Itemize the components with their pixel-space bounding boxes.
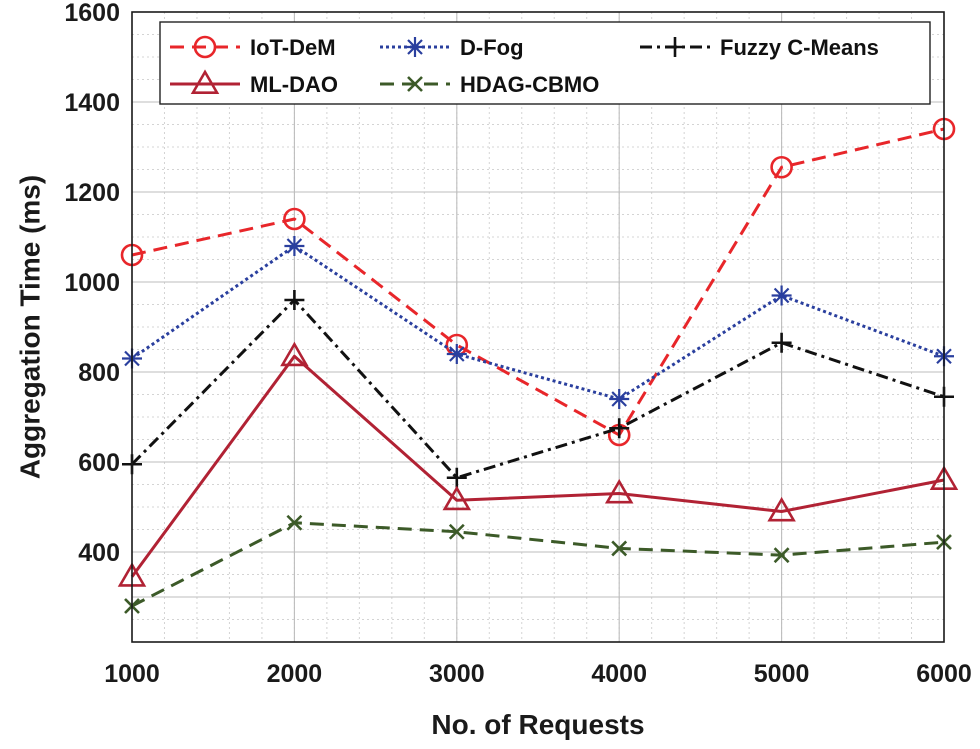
legend-label: HDAG-CBMO: [460, 72, 599, 97]
data-point-marker: [770, 155, 793, 179]
legend-item: Fuzzy C-Means: [640, 35, 879, 60]
data-point-marker: [771, 285, 792, 306]
legend: IoT-DeM D-Fog Fuzzy C-Means ML-DAO HDAG-CBMO: [159, 21, 931, 105]
legend-label: ML-DAO: [250, 72, 338, 97]
data-point-marker: [767, 496, 796, 522]
x-tick-label: 2000: [267, 660, 323, 688]
y-tick-label: 1600: [64, 0, 120, 27]
series-line-hdag-cbmo: [131, 521, 945, 608]
legend-item: ML-DAO: [170, 69, 338, 97]
triangle-marker: [767, 496, 796, 522]
circle-marker: [193, 35, 217, 59]
series-line-d-fog: [131, 244, 945, 401]
x-marker-b: [407, 76, 423, 92]
asterisk-marker-d2: [449, 346, 465, 362]
data-point-marker: [609, 418, 630, 439]
y-tick-label: 1200: [64, 179, 120, 207]
y-tick-label: 400: [78, 539, 120, 567]
y-axis-title: Aggregation Time (ms): [15, 175, 46, 479]
data-point-marker: [448, 523, 465, 540]
data-point-marker: [405, 37, 425, 57]
triangle-marker: [190, 69, 220, 94]
legend-label: Fuzzy C-Means: [720, 35, 879, 60]
legend-label: D-Fog: [460, 35, 524, 60]
x-marker-b: [448, 523, 465, 540]
x-tick-label: 3000: [429, 660, 485, 688]
asterisk-marker-d2: [773, 287, 790, 304]
series-fuzzy-c-means: [122, 290, 954, 488]
data-point-marker: [283, 207, 306, 231]
legend-label: IoT-DeM: [250, 35, 336, 60]
x-marker-b: [773, 547, 790, 564]
x-tick-label: 4000: [591, 660, 647, 688]
legend-box: [159, 21, 931, 105]
series-line-ml-dao: [130, 354, 945, 578]
data-point-marker: [604, 478, 634, 504]
triangle-marker: [442, 485, 472, 511]
data-point-marker: [190, 69, 220, 94]
y-tick-label: 600: [78, 449, 120, 477]
legend-item: D-Fog: [380, 35, 524, 60]
data-point-marker: [284, 236, 305, 256]
data-point-marker: [665, 37, 685, 57]
data-point-marker: [442, 485, 472, 511]
asterisk-marker-d2: [407, 39, 423, 55]
series-layer: [117, 117, 959, 614]
data-point-marker: [286, 514, 303, 531]
data-point-marker: [771, 332, 792, 353]
circle-marker: [770, 155, 793, 179]
data-point-marker: [773, 547, 790, 564]
x-tick-label: 6000: [916, 660, 972, 688]
legend-item: IoT-DeM: [170, 35, 336, 60]
asterisk-marker-d2: [611, 391, 627, 407]
x-axis-title: No. of Requests: [431, 709, 644, 740]
data-point-marker: [609, 389, 630, 409]
x-axis-tick-labels: 1000 2000 3000 4000 5000 6000: [104, 660, 972, 688]
triangle-marker: [280, 341, 309, 367]
x-tick-label: 5000: [754, 660, 810, 688]
data-point-marker: [280, 341, 309, 367]
triangle-marker: [604, 478, 634, 504]
series-line-iot-dem: [131, 127, 945, 437]
x-marker-b: [611, 540, 628, 557]
asterisk-marker-d2: [286, 238, 303, 254]
y-axis-tick-labels: 400 600 800 1000 1200 1400 1600: [64, 0, 120, 567]
data-point-marker: [611, 540, 628, 557]
data-point-marker: [446, 467, 467, 488]
series-line-fuzzy-c-means: [130, 298, 945, 480]
data-point-marker: [193, 35, 217, 59]
data-point-marker: [446, 344, 467, 364]
plot-frame: [131, 11, 945, 643]
y-tick-label: 1000: [64, 269, 120, 297]
legend-item: HDAG-CBMO: [380, 72, 599, 97]
circle-marker: [283, 207, 306, 231]
series-d-fog: [122, 236, 954, 409]
x-tick-label: 1000: [104, 660, 160, 688]
data-point-marker: [284, 290, 305, 310]
y-tick-label: 1400: [64, 89, 120, 117]
x-marker-b: [286, 514, 303, 531]
y-tick-label: 800: [78, 359, 120, 387]
data-point-marker: [407, 76, 423, 92]
